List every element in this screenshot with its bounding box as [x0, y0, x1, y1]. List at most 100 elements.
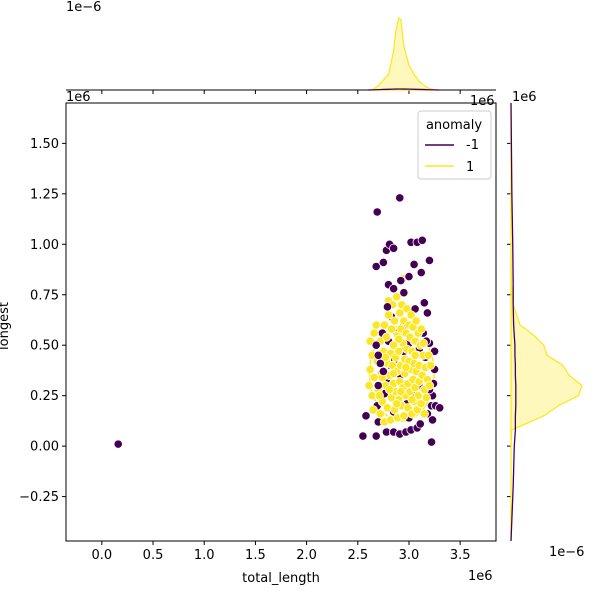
- scatter-point-pos: [384, 385, 395, 395]
- scatter-point-pos: [394, 346, 404, 356]
- scatter-point-neg: [409, 259, 419, 270]
- legend-label-neg: -1: [466, 138, 479, 153]
- x-tick-label: 1.0: [194, 548, 215, 563]
- scatter-point-neg: [371, 431, 381, 441]
- scatter-point-neg: [404, 271, 414, 282]
- scatter-point-pos: [418, 338, 428, 348]
- scatter-point-neg: [399, 288, 409, 298]
- scatter-point-pos: [419, 409, 429, 419]
- scatter-point-neg: [373, 350, 383, 360]
- x-tick-label: 0.5: [143, 548, 164, 563]
- y-tick-label: 1.25: [30, 187, 59, 202]
- main-axes-frame: [65, 102, 497, 542]
- scatter-point-neg: [424, 255, 435, 266]
- scatter-point-pos: [425, 360, 436, 370]
- scatter-point-pos: [365, 364, 375, 375]
- scatter-point-neg: [358, 431, 368, 441]
- scatter-point-neg: [415, 419, 425, 429]
- scatter-point-neg: [382, 302, 393, 312]
- scatter-point-pos: [416, 324, 426, 334]
- scatter-point-pos: [386, 324, 397, 334]
- x-tick-label: 2.0: [296, 548, 317, 563]
- scatter-point-pos: [390, 316, 400, 326]
- scatter-point-pos: [401, 362, 411, 373]
- scatter-point-pos: [411, 316, 421, 326]
- scatter-point-pos: [416, 399, 426, 409]
- legend: anomaly -1 1: [417, 110, 492, 180]
- scatter-point-neg: [375, 358, 385, 368]
- y-tick-label: 0.50: [30, 339, 59, 354]
- scatter-point-pos: [392, 292, 402, 302]
- y-tick-label: 1.00: [30, 238, 59, 253]
- scatter-point-neg: [396, 276, 406, 286]
- y-tick-label: 0.25: [30, 389, 59, 404]
- scatter-point-pos: [389, 368, 399, 379]
- legend-frame: [417, 110, 492, 180]
- marginal-y-density-neg: [510, 102, 517, 542]
- scatter-point-neg: [389, 243, 399, 253]
- scatter-point-neg: [378, 257, 388, 268]
- scatter-point-neg: [435, 403, 445, 413]
- scatter-point-pos: [381, 332, 392, 342]
- x-offset-text: 1e6: [468, 569, 493, 584]
- scatter-point-neg: [422, 308, 433, 318]
- y-tick-label: −0.25: [19, 490, 59, 505]
- scatter-point-pos: [369, 328, 379, 338]
- scatter-point-neg: [378, 366, 388, 377]
- y-tick-label: 1.50: [30, 137, 59, 152]
- x-tick-label: 2.5: [347, 548, 368, 563]
- scatter-point-neg: [427, 415, 438, 425]
- marginal-y-top-offset-text: 1e6: [512, 90, 537, 105]
- y-offset-text: 1e6: [66, 90, 91, 105]
- scatter-point-pos: [421, 393, 431, 403]
- scatter-point-pos: [389, 340, 399, 350]
- scatter-point-neg: [361, 411, 371, 421]
- scatter-point-neg: [395, 193, 405, 203]
- x-tick-label: 3.0: [399, 548, 420, 563]
- scatter-point-pos: [392, 399, 402, 409]
- scatter-point-pos: [364, 380, 374, 391]
- marginal-x-density-pos: [367, 16, 440, 91]
- scatter-point-pos: [368, 405, 378, 415]
- x-offset-text-upper: 1e6: [470, 94, 495, 109]
- marginal-x-offset-text: 1e−6: [66, 0, 101, 15]
- scatter-point-pos: [423, 350, 434, 360]
- x-tick-label: 1.5: [245, 548, 266, 563]
- scatter-point-pos: [410, 350, 420, 360]
- y-tick-label: 0.00: [30, 440, 59, 455]
- scatter-point-neg: [389, 284, 399, 294]
- legend-label-pos: 1: [466, 160, 474, 175]
- scatter-point-pos: [396, 387, 406, 397]
- x-axis-label: total_length: [242, 571, 320, 586]
- marginal-y-density-pos: [510, 103, 583, 541]
- marginal-x-density-neg: [368, 88, 440, 91]
- scatter-point-pos: [394, 334, 404, 344]
- scatter-point-pos: [371, 320, 381, 330]
- x-tick-label: 3.5: [450, 548, 471, 563]
- scatter-point-neg: [372, 207, 382, 217]
- scatter-point-pos: [406, 310, 416, 320]
- main-scatter-panel: 0.0 0.5 1.0 1.5 2.0 2.5 3.0 3.5 −0.25 0.00 0.25 0.5…: [19, 102, 497, 563]
- y-tick-label: 0.75: [30, 288, 59, 303]
- scatter-point-pos: [407, 395, 417, 405]
- scatter-point-neg: [416, 267, 426, 278]
- scatter-point-neg: [371, 340, 381, 350]
- scatter-point-pos: [374, 391, 384, 401]
- scatter-point-pos: [375, 409, 385, 419]
- legend-title: anomaly: [426, 118, 482, 133]
- scatter-point-neg: [417, 235, 427, 245]
- marginal-x-panel: [66, 16, 496, 94]
- marginal-y-offset-text: 1e−6: [549, 545, 584, 560]
- scatter-point-neg: [426, 437, 437, 447]
- scatter-point-neg: [371, 261, 381, 272]
- scatter-point-neg: [113, 439, 123, 449]
- scatter-point-pos: [399, 411, 409, 421]
- scatter-point-pos: [379, 320, 390, 330]
- y-axis-label: longest: [0, 302, 12, 350]
- marginal-y-panel: [507, 102, 583, 542]
- scatter-point-neg: [373, 380, 383, 391]
- scatter-point-neg: [419, 298, 429, 308]
- scatter-point-pos: [424, 380, 435, 391]
- x-tick-label: 0.0: [91, 548, 112, 563]
